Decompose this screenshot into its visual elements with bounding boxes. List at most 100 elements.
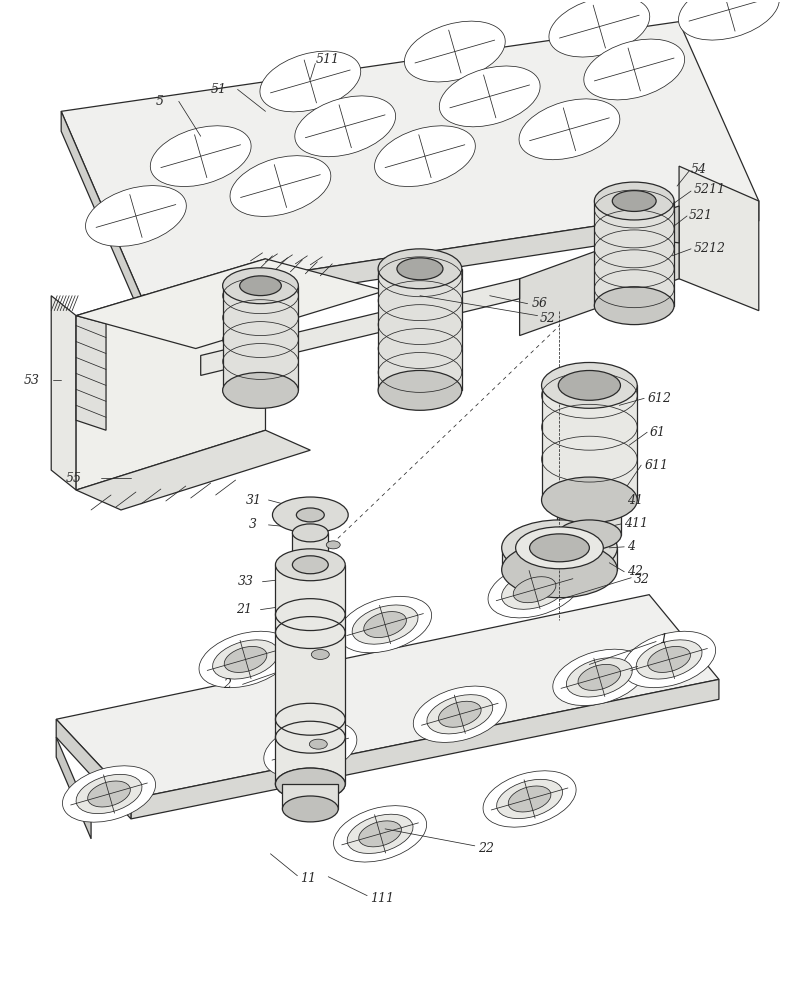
Text: 61: 61 — [648, 426, 664, 439]
Ellipse shape — [552, 649, 645, 706]
Polygon shape — [541, 385, 637, 500]
Ellipse shape — [378, 370, 461, 410]
Text: 22: 22 — [477, 842, 493, 855]
Ellipse shape — [338, 596, 431, 653]
Text: 33: 33 — [238, 575, 253, 588]
Ellipse shape — [260, 51, 360, 112]
Ellipse shape — [577, 664, 620, 690]
Ellipse shape — [292, 524, 328, 542]
Polygon shape — [76, 316, 106, 430]
Ellipse shape — [296, 508, 324, 522]
Ellipse shape — [309, 739, 327, 749]
Ellipse shape — [541, 477, 637, 523]
Ellipse shape — [508, 786, 550, 812]
Ellipse shape — [272, 497, 348, 533]
Text: 42: 42 — [626, 565, 642, 578]
Polygon shape — [378, 269, 461, 390]
Ellipse shape — [294, 96, 395, 157]
Polygon shape — [557, 500, 620, 535]
Ellipse shape — [212, 640, 278, 679]
Ellipse shape — [230, 156, 330, 216]
Text: 5: 5 — [156, 95, 164, 108]
Ellipse shape — [404, 21, 504, 82]
Ellipse shape — [501, 542, 616, 598]
Text: 11: 11 — [300, 872, 316, 885]
Text: 52: 52 — [539, 312, 555, 325]
Text: 3: 3 — [248, 518, 256, 531]
Text: 611: 611 — [643, 459, 667, 472]
Polygon shape — [519, 221, 678, 336]
Ellipse shape — [282, 796, 338, 822]
Ellipse shape — [311, 649, 328, 659]
Ellipse shape — [333, 806, 426, 862]
Ellipse shape — [622, 631, 714, 688]
Ellipse shape — [529, 534, 589, 562]
Ellipse shape — [347, 814, 413, 853]
Polygon shape — [51, 296, 76, 490]
Ellipse shape — [275, 768, 345, 800]
Ellipse shape — [264, 721, 356, 777]
Ellipse shape — [62, 766, 156, 822]
Text: 521: 521 — [689, 209, 712, 222]
Text: 4: 4 — [626, 540, 634, 553]
Ellipse shape — [378, 249, 461, 289]
Polygon shape — [56, 719, 131, 819]
Ellipse shape — [548, 0, 649, 57]
Ellipse shape — [88, 781, 131, 807]
Text: 53: 53 — [24, 374, 39, 387]
Text: 56: 56 — [531, 297, 547, 310]
Polygon shape — [282, 784, 338, 809]
Polygon shape — [141, 201, 757, 316]
Text: 612: 612 — [646, 392, 671, 405]
Ellipse shape — [397, 258, 443, 280]
Text: 31: 31 — [245, 494, 261, 507]
Ellipse shape — [199, 631, 292, 688]
Polygon shape — [56, 595, 718, 799]
Ellipse shape — [222, 268, 298, 304]
Text: 1: 1 — [659, 633, 667, 646]
Ellipse shape — [413, 686, 506, 742]
Ellipse shape — [558, 370, 620, 400]
Text: 111: 111 — [370, 892, 393, 905]
Ellipse shape — [358, 821, 401, 847]
Text: 41: 41 — [626, 494, 642, 507]
Ellipse shape — [541, 362, 637, 408]
Ellipse shape — [76, 774, 142, 814]
Polygon shape — [275, 565, 345, 784]
Ellipse shape — [438, 701, 481, 727]
Polygon shape — [599, 206, 678, 243]
Text: 411: 411 — [624, 517, 647, 530]
Text: 511: 511 — [315, 53, 339, 66]
Ellipse shape — [222, 372, 298, 408]
Polygon shape — [292, 533, 328, 565]
Ellipse shape — [483, 771, 575, 827]
Ellipse shape — [275, 768, 345, 800]
Text: 32: 32 — [633, 573, 650, 586]
Ellipse shape — [427, 695, 492, 734]
Ellipse shape — [239, 276, 281, 296]
Ellipse shape — [275, 549, 345, 581]
Ellipse shape — [594, 287, 673, 325]
Ellipse shape — [635, 640, 702, 679]
Ellipse shape — [224, 646, 267, 672]
Ellipse shape — [487, 562, 581, 618]
Polygon shape — [678, 166, 757, 311]
Ellipse shape — [501, 520, 616, 576]
Ellipse shape — [326, 541, 340, 549]
Ellipse shape — [594, 182, 673, 220]
Polygon shape — [594, 201, 673, 306]
Ellipse shape — [518, 99, 619, 160]
Ellipse shape — [292, 556, 328, 574]
Text: 2: 2 — [222, 678, 230, 691]
Polygon shape — [61, 111, 141, 316]
Polygon shape — [56, 737, 91, 839]
Ellipse shape — [678, 0, 779, 40]
Polygon shape — [200, 279, 519, 375]
Polygon shape — [222, 286, 298, 390]
Ellipse shape — [363, 612, 406, 638]
Ellipse shape — [289, 736, 331, 762]
Polygon shape — [76, 259, 384, 349]
Ellipse shape — [150, 126, 251, 187]
Ellipse shape — [566, 658, 632, 697]
Text: 55: 55 — [66, 472, 82, 485]
